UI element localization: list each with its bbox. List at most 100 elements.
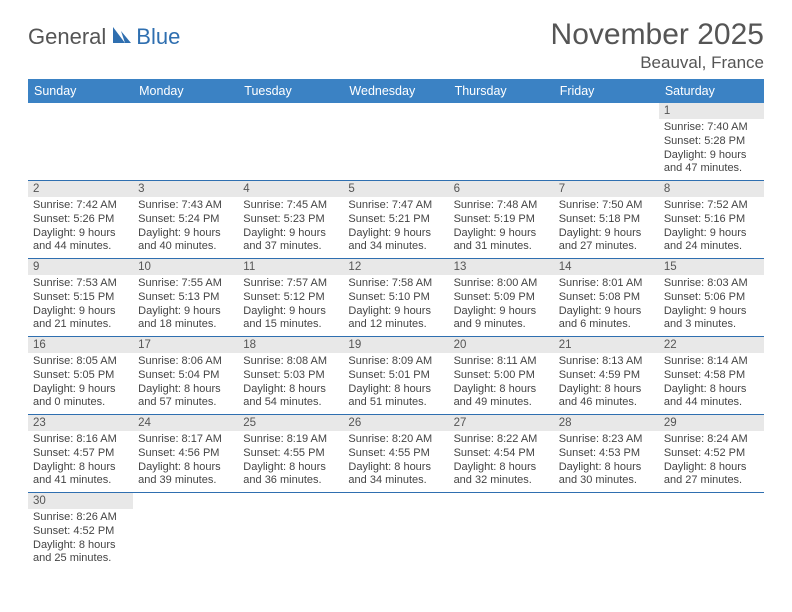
daylight-text: Daylight: 8 hours and 30 minutes. [559,461,654,489]
calendar-cell: 8Sunrise: 7:52 AMSunset: 5:16 PMDaylight… [659,181,764,259]
day-number: 29 [659,415,764,431]
calendar-row: 30Sunrise: 8:26 AMSunset: 4:52 PMDayligh… [28,493,764,571]
sunrise-text: Sunrise: 8:22 AM [454,433,549,447]
day-number: 15 [659,259,764,275]
calendar-cell: 2Sunrise: 7:42 AMSunset: 5:26 PMDaylight… [28,181,133,259]
day-body: Sunrise: 7:42 AMSunset: 5:26 PMDaylight:… [28,197,133,258]
calendar-cell [554,103,659,181]
sunrise-text: Sunrise: 7:57 AM [243,277,338,291]
sunrise-text: Sunrise: 8:19 AM [243,433,338,447]
day-body: Sunrise: 8:08 AMSunset: 5:03 PMDaylight:… [238,353,343,414]
calendar-cell: 30Sunrise: 8:26 AMSunset: 4:52 PMDayligh… [28,493,133,571]
sunrise-text: Sunrise: 8:16 AM [33,433,128,447]
dayhdr-wed: Wednesday [343,79,448,103]
day-body: Sunrise: 8:13 AMSunset: 4:59 PMDaylight:… [554,353,659,414]
calendar-cell [133,493,238,571]
sunset-text: Sunset: 5:10 PM [348,291,443,305]
day-number [554,493,659,509]
calendar-cell: 4Sunrise: 7:45 AMSunset: 5:23 PMDaylight… [238,181,343,259]
day-body: Sunrise: 7:48 AMSunset: 5:19 PMDaylight:… [449,197,554,258]
title-block: November 2025 Beauval, France [551,18,764,73]
daylight-text: Daylight: 8 hours and 44 minutes. [664,383,759,411]
day-body: Sunrise: 8:19 AMSunset: 4:55 PMDaylight:… [238,431,343,492]
day-number: 8 [659,181,764,197]
daylight-text: Daylight: 8 hours and 27 minutes. [664,461,759,489]
calendar-cell: 24Sunrise: 8:17 AMSunset: 4:56 PMDayligh… [133,415,238,493]
daylight-text: Daylight: 9 hours and 3 minutes. [664,305,759,333]
sunrise-text: Sunrise: 8:06 AM [138,355,233,369]
calendar-cell: 10Sunrise: 7:55 AMSunset: 5:13 PMDayligh… [133,259,238,337]
sunrise-text: Sunrise: 7:52 AM [664,199,759,213]
day-number: 16 [28,337,133,353]
calendar-cell [238,103,343,181]
day-body: Sunrise: 7:45 AMSunset: 5:23 PMDaylight:… [238,197,343,258]
calendar-cell: 14Sunrise: 8:01 AMSunset: 5:08 PMDayligh… [554,259,659,337]
daylight-text: Daylight: 8 hours and 46 minutes. [559,383,654,411]
day-number [554,103,659,119]
sunset-text: Sunset: 4:57 PM [33,447,128,461]
day-number: 18 [238,337,343,353]
calendar-table: Sunday Monday Tuesday Wednesday Thursday… [28,79,764,570]
calendar-cell: 25Sunrise: 8:19 AMSunset: 4:55 PMDayligh… [238,415,343,493]
daylight-text: Daylight: 9 hours and 12 minutes. [348,305,443,333]
day-body [133,509,238,515]
daylight-text: Daylight: 9 hours and 0 minutes. [33,383,128,411]
day-body: Sunrise: 8:20 AMSunset: 4:55 PMDaylight:… [343,431,448,492]
sunset-text: Sunset: 4:58 PM [664,369,759,383]
calendar-row: 2Sunrise: 7:42 AMSunset: 5:26 PMDaylight… [28,181,764,259]
sunrise-text: Sunrise: 8:20 AM [348,433,443,447]
logo-text-blue: Blue [136,24,180,50]
day-body: Sunrise: 7:58 AMSunset: 5:10 PMDaylight:… [343,275,448,336]
daylight-text: Daylight: 9 hours and 37 minutes. [243,227,338,255]
calendar-cell: 3Sunrise: 7:43 AMSunset: 5:24 PMDaylight… [133,181,238,259]
dayhdr-fri: Friday [554,79,659,103]
sunrise-text: Sunrise: 7:48 AM [454,199,549,213]
day-body [28,119,133,125]
daylight-text: Daylight: 8 hours and 49 minutes. [454,383,549,411]
sunrise-text: Sunrise: 7:53 AM [33,277,128,291]
daylight-text: Daylight: 8 hours and 36 minutes. [243,461,338,489]
sunset-text: Sunset: 5:21 PM [348,213,443,227]
daylight-text: Daylight: 8 hours and 32 minutes. [454,461,549,489]
sunrise-text: Sunrise: 8:23 AM [559,433,654,447]
daylight-text: Daylight: 9 hours and 40 minutes. [138,227,233,255]
day-number: 7 [554,181,659,197]
day-number: 10 [133,259,238,275]
calendar-cell: 17Sunrise: 8:06 AMSunset: 5:04 PMDayligh… [133,337,238,415]
day-number: 24 [133,415,238,431]
day-number: 11 [238,259,343,275]
daylight-text: Daylight: 9 hours and 44 minutes. [33,227,128,255]
day-number [238,103,343,119]
day-body: Sunrise: 7:52 AMSunset: 5:16 PMDaylight:… [659,197,764,258]
sunrise-text: Sunrise: 8:13 AM [559,355,654,369]
header: General Blue November 2025 Beauval, Fran… [28,18,764,73]
day-number: 26 [343,415,448,431]
sunrise-text: Sunrise: 8:08 AM [243,355,338,369]
day-number: 20 [449,337,554,353]
day-body [659,509,764,515]
dayhdr-mon: Monday [133,79,238,103]
sunrise-text: Sunrise: 8:09 AM [348,355,443,369]
sunrise-text: Sunrise: 7:42 AM [33,199,128,213]
day-body: Sunrise: 7:47 AMSunset: 5:21 PMDaylight:… [343,197,448,258]
sunrise-text: Sunrise: 7:47 AM [348,199,443,213]
day-body: Sunrise: 8:01 AMSunset: 5:08 PMDaylight:… [554,275,659,336]
calendar-cell: 20Sunrise: 8:11 AMSunset: 5:00 PMDayligh… [449,337,554,415]
calendar-cell: 23Sunrise: 8:16 AMSunset: 4:57 PMDayligh… [28,415,133,493]
daylight-text: Daylight: 9 hours and 6 minutes. [559,305,654,333]
day-body: Sunrise: 8:26 AMSunset: 4:52 PMDaylight:… [28,509,133,570]
calendar-cell: 22Sunrise: 8:14 AMSunset: 4:58 PMDayligh… [659,337,764,415]
day-number: 19 [343,337,448,353]
calendar-cell: 11Sunrise: 7:57 AMSunset: 5:12 PMDayligh… [238,259,343,337]
day-body: Sunrise: 8:24 AMSunset: 4:52 PMDaylight:… [659,431,764,492]
calendar-cell [238,493,343,571]
day-body: Sunrise: 8:06 AMSunset: 5:04 PMDaylight:… [133,353,238,414]
day-body: Sunrise: 8:16 AMSunset: 4:57 PMDaylight:… [28,431,133,492]
day-number: 4 [238,181,343,197]
calendar-cell: 29Sunrise: 8:24 AMSunset: 4:52 PMDayligh… [659,415,764,493]
day-number: 14 [554,259,659,275]
day-number: 25 [238,415,343,431]
calendar-cell: 15Sunrise: 8:03 AMSunset: 5:06 PMDayligh… [659,259,764,337]
sunset-text: Sunset: 5:01 PM [348,369,443,383]
month-title: November 2025 [551,18,764,51]
